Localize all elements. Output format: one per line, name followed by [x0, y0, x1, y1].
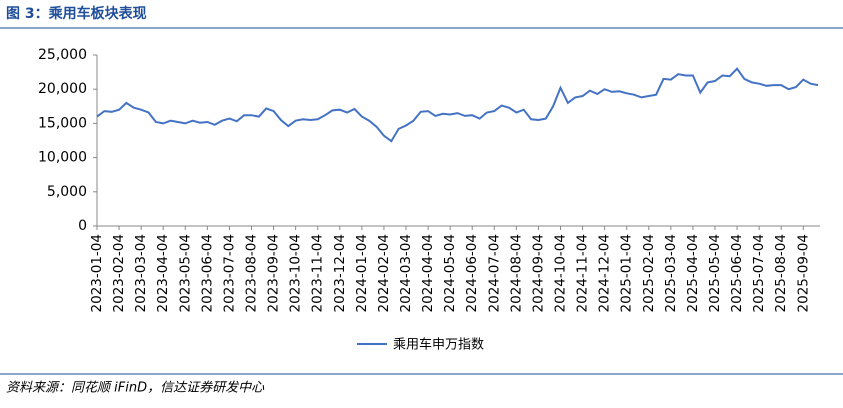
x-tick-label: 2024-12-04: [597, 234, 613, 312]
y-tick-label: 5,000: [47, 184, 87, 200]
y-tick-label: 0: [78, 218, 87, 234]
x-tick-label: 2023-02-04: [111, 234, 127, 312]
x-tick-label: 2024-08-04: [508, 234, 524, 312]
x-tick-label: 2024-02-04: [376, 234, 392, 312]
x-tick-label: 2023-07-04: [221, 234, 237, 312]
x-tick-label: 2023-08-04: [244, 234, 260, 312]
x-tick-label: 2023-01-04: [89, 234, 105, 312]
x-tick-label: 2023-06-04: [199, 234, 215, 312]
x-tick-label: 2023-12-04: [332, 234, 348, 312]
x-tick-label: 2024-06-04: [464, 234, 480, 312]
x-tick-label: 2024-11-04: [575, 234, 591, 312]
x-tick-label: 2025-08-04: [773, 234, 789, 312]
x-tick-label: 2023-05-04: [177, 234, 193, 312]
x-tick-label: 2025-06-04: [729, 234, 745, 312]
x-tick-label: 2024-03-04: [398, 234, 414, 312]
y-tick-label: 25,000: [38, 47, 87, 63]
legend-label: 乘用车申万指数: [393, 337, 484, 353]
x-tick-label: 2025-01-04: [619, 234, 635, 312]
x-tick-label: 2025-09-04: [795, 234, 811, 312]
x-tick-label: 2025-04-04: [685, 234, 701, 312]
y-tick-label: 10,000: [38, 150, 87, 166]
x-tick-label: 2024-04-04: [420, 234, 436, 312]
y-tick-label: 15,000: [38, 115, 87, 131]
x-tick-label: 2023-11-04: [310, 234, 326, 312]
x-tick-label: 2025-05-04: [707, 234, 723, 312]
chart-title: 图 3：乘用车板块表现: [6, 5, 147, 22]
x-tick-label: 2024-10-04: [553, 234, 569, 312]
x-tick-label: 2023-10-04: [288, 234, 304, 312]
x-tick-label: 2024-07-04: [486, 234, 502, 312]
x-tick-label: 2024-09-04: [530, 234, 546, 312]
x-tick-label: 2025-03-04: [663, 234, 679, 312]
x-tick-label: 2025-02-04: [641, 234, 657, 312]
x-tick-label: 2023-04-04: [155, 234, 171, 312]
x-tick-label: 2023-09-04: [266, 234, 282, 312]
x-tick-label: 2023-03-04: [133, 234, 149, 312]
x-tick-label: 2024-01-04: [354, 234, 370, 312]
x-tick-label: 2024-05-04: [442, 234, 458, 312]
y-tick-label: 20,000: [38, 81, 87, 97]
source-note: 资料来源：同花顺 iFinD，信达证券研发中心: [6, 381, 265, 396]
x-tick-label: 2025-07-04: [751, 234, 767, 312]
series-line: [96, 67, 819, 143]
